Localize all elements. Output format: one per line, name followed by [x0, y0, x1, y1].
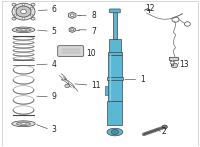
Text: 5: 5 [51, 27, 56, 36]
Text: 3: 3 [51, 125, 56, 134]
Ellipse shape [21, 123, 26, 125]
Text: 1: 1 [140, 75, 144, 84]
Circle shape [31, 17, 35, 20]
Circle shape [21, 10, 26, 14]
Circle shape [170, 61, 174, 64]
Circle shape [12, 3, 35, 20]
Text: 9: 9 [51, 92, 56, 101]
FancyBboxPatch shape [107, 101, 122, 125]
Circle shape [71, 29, 74, 31]
Ellipse shape [17, 122, 30, 126]
Circle shape [171, 63, 178, 68]
Circle shape [16, 6, 31, 17]
FancyBboxPatch shape [109, 39, 121, 53]
Text: 4: 4 [51, 60, 56, 69]
Circle shape [30, 7, 33, 9]
FancyBboxPatch shape [58, 46, 84, 56]
FancyBboxPatch shape [108, 55, 122, 101]
Circle shape [65, 84, 70, 88]
Circle shape [22, 17, 25, 20]
Ellipse shape [107, 128, 123, 136]
Text: 8: 8 [91, 11, 96, 20]
FancyBboxPatch shape [107, 77, 123, 80]
Circle shape [31, 3, 35, 6]
Text: 10: 10 [86, 49, 96, 58]
Ellipse shape [16, 28, 31, 31]
Circle shape [162, 125, 167, 129]
Polygon shape [169, 57, 178, 66]
Circle shape [30, 14, 33, 16]
Circle shape [12, 17, 16, 20]
FancyBboxPatch shape [110, 9, 120, 13]
Circle shape [22, 4, 25, 6]
Text: 11: 11 [91, 81, 101, 90]
FancyBboxPatch shape [108, 52, 122, 55]
Ellipse shape [12, 27, 35, 33]
Text: 13: 13 [179, 60, 189, 69]
Ellipse shape [12, 121, 35, 127]
Circle shape [14, 7, 17, 9]
FancyBboxPatch shape [105, 86, 108, 95]
Ellipse shape [21, 29, 27, 31]
Text: 2: 2 [162, 127, 166, 136]
Circle shape [14, 14, 17, 16]
Circle shape [12, 3, 16, 6]
Text: 7: 7 [91, 27, 96, 36]
Circle shape [70, 14, 74, 17]
Text: 12: 12 [146, 4, 155, 13]
Text: 6: 6 [51, 5, 56, 14]
Circle shape [111, 129, 118, 135]
FancyBboxPatch shape [113, 11, 117, 39]
